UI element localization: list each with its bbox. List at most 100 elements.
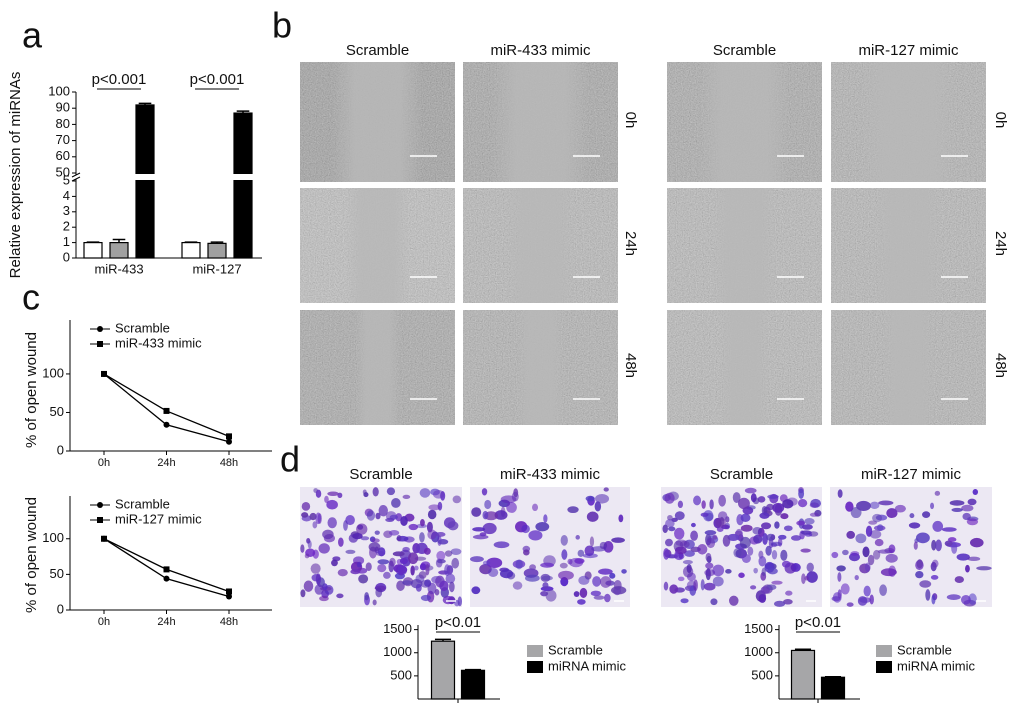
wound-area [882,310,935,425]
error-bar [138,102,152,105]
cell [873,549,881,560]
cell [528,530,543,541]
cell [774,521,780,529]
cell [674,527,685,540]
cell [879,584,887,596]
wound-area [355,310,400,425]
cell [577,599,586,605]
cell [535,521,550,532]
cell [471,507,482,517]
cell [500,495,517,504]
cell [573,591,580,597]
cell [913,541,918,550]
cell [307,540,312,549]
cell [976,566,992,571]
cell [315,573,321,586]
cell [961,504,974,512]
legend-marker [97,341,103,347]
cell [312,549,319,559]
cell [408,523,419,531]
cell [343,520,348,531]
cell [767,494,779,499]
cell [773,600,786,607]
cell [783,599,793,605]
cell [484,499,492,510]
cell [837,589,842,599]
cell [740,513,751,522]
cell [377,564,387,573]
cell [722,534,731,547]
cell [604,593,611,603]
y-axis-label: % of open wound [23,332,40,448]
cell [837,572,842,582]
column-label: miR-127 mimic [858,42,959,59]
cell [677,500,684,509]
cell [345,514,355,526]
cell [448,581,455,593]
cell [919,580,932,588]
wound-area [712,188,777,303]
cell [869,530,882,539]
cell [408,552,419,565]
y-tick-label: 500 [751,667,773,682]
y-tick-label: 4 [63,188,70,203]
cell [451,557,460,569]
cell [372,487,379,497]
bar [207,242,227,259]
cell [418,571,427,579]
cell [931,559,939,568]
cell [574,558,585,564]
cell [854,574,859,581]
cell [709,499,714,510]
cell [846,530,856,539]
error-bar [434,638,452,642]
cell [301,501,311,511]
micrograph [300,310,455,425]
cell [712,576,724,587]
panel-letter: b [272,5,292,46]
cell [324,495,329,504]
cell [966,518,979,526]
cell [738,572,745,578]
y-axis-label: % of open wound [23,497,40,613]
cell [951,542,958,554]
cell [486,557,503,569]
cell [767,567,778,575]
cell [338,537,344,547]
cell [396,534,402,542]
cell [946,594,961,600]
column-label: miR-433 mimic [500,466,601,483]
micrograph [463,310,618,425]
cell [715,517,726,528]
cell [747,546,754,556]
x-tick-label: 48h [220,457,238,469]
cell [559,562,568,569]
y-tick-label: 90 [56,100,70,115]
cell [419,532,425,543]
x-tick-label: miR-127 [192,261,241,276]
cell [665,519,675,528]
cell [578,575,590,585]
cell [377,547,386,557]
cell [400,516,408,527]
cell [472,527,486,532]
cell [482,522,497,535]
y-tick-label: 100 [42,365,64,380]
wound-area [719,310,770,425]
cell [439,580,449,592]
cell [386,487,396,496]
cell [668,526,676,532]
cell [319,595,329,602]
y-tick-label: 50 [50,566,64,581]
y-tick-label: 1500 [744,621,773,636]
cell [690,522,696,528]
column-label: miR-433 mimic [490,42,591,59]
wound-area [699,62,790,182]
micrograph [667,188,822,303]
cell [865,525,873,537]
cell [809,502,819,508]
error-bar [112,238,126,243]
cell [934,490,941,496]
cell [521,524,530,534]
cell [712,534,718,540]
